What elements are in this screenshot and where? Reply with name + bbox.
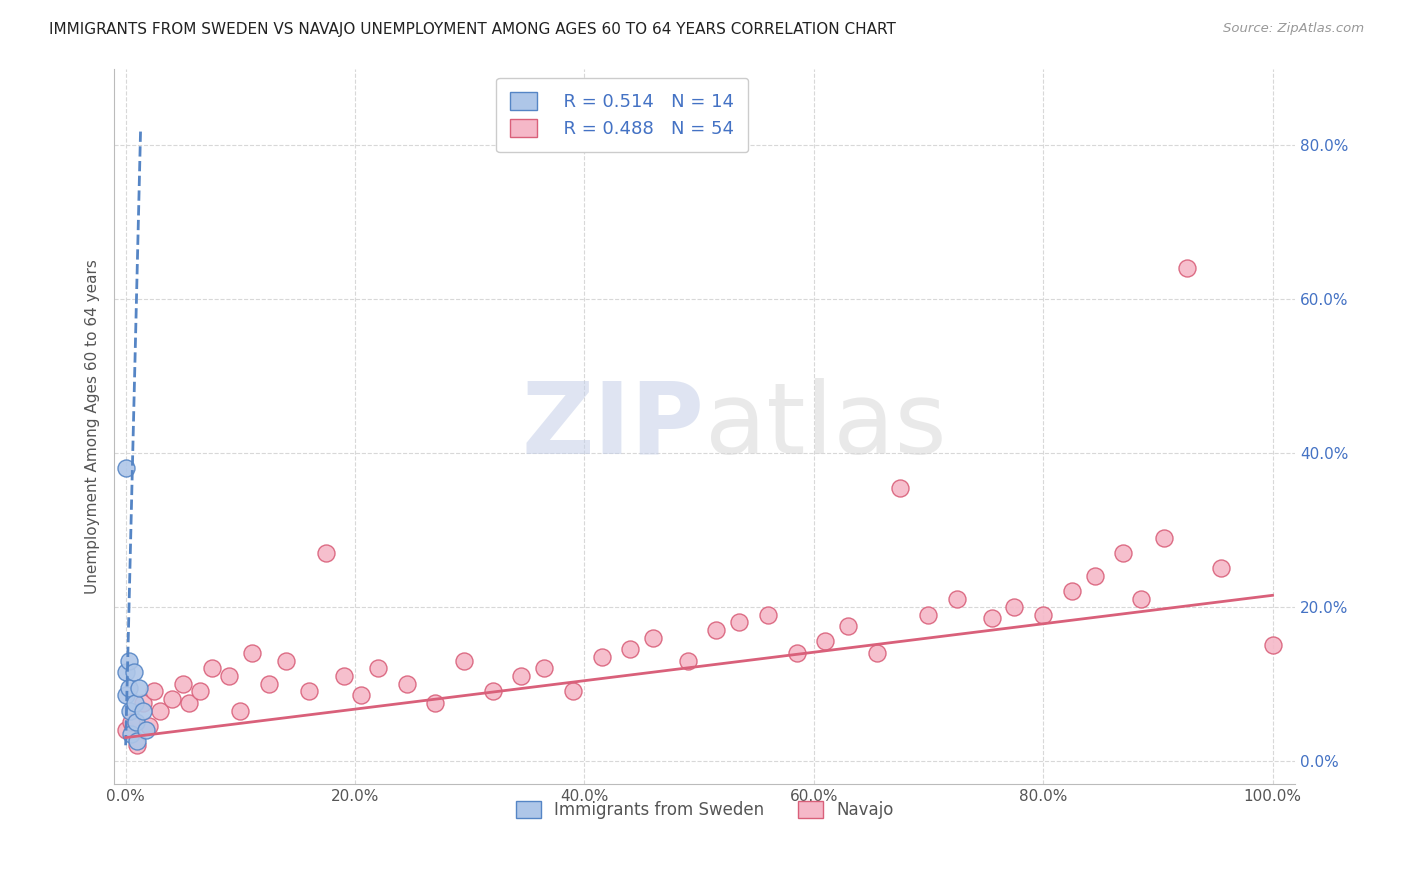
Point <box>561 684 583 698</box>
Point <box>1112 546 1135 560</box>
Point <box>510 669 533 683</box>
Point <box>114 665 136 680</box>
Point <box>118 681 141 695</box>
Point <box>138 719 160 733</box>
Point <box>367 661 389 675</box>
Point <box>814 634 837 648</box>
Point <box>619 642 641 657</box>
Y-axis label: Unemployment Among Ages 60 to 64 years: Unemployment Among Ages 60 to 64 years <box>86 259 100 593</box>
Text: IMMIGRANTS FROM SWEDEN VS NAVAJO UNEMPLOYMENT AMONG AGES 60 TO 64 YEARS CORRELAT: IMMIGRANTS FROM SWEDEN VS NAVAJO UNEMPLO… <box>49 22 896 37</box>
Point <box>533 661 555 675</box>
Point <box>132 704 155 718</box>
Point <box>889 481 911 495</box>
Point <box>704 623 727 637</box>
Point <box>332 669 354 683</box>
Point <box>866 646 889 660</box>
Point <box>132 696 155 710</box>
Point <box>980 611 1002 625</box>
Point <box>676 654 699 668</box>
Point <box>756 607 779 622</box>
Point <box>218 669 240 683</box>
Point <box>917 607 939 622</box>
Point <box>276 654 298 668</box>
Point <box>837 619 859 633</box>
Point <box>786 646 808 660</box>
Point <box>114 461 136 475</box>
Point <box>481 684 503 698</box>
Point <box>728 615 751 630</box>
Legend: Immigrants from Sweden, Navajo: Immigrants from Sweden, Navajo <box>509 794 900 825</box>
Point <box>135 723 157 737</box>
Point <box>946 592 969 607</box>
Point <box>395 677 418 691</box>
Point <box>124 696 146 710</box>
Point <box>1153 531 1175 545</box>
Point <box>143 684 166 698</box>
Text: ZIP: ZIP <box>522 377 704 475</box>
Point <box>114 688 136 702</box>
Point <box>1004 599 1026 614</box>
Point <box>1261 638 1284 652</box>
Point <box>127 739 149 753</box>
Point <box>1084 569 1107 583</box>
Point <box>1129 592 1152 607</box>
Point <box>1209 561 1232 575</box>
Point <box>127 734 149 748</box>
Text: atlas: atlas <box>704 377 946 475</box>
Point <box>118 654 141 668</box>
Point <box>1032 607 1054 622</box>
Point <box>453 654 475 668</box>
Point <box>350 688 373 702</box>
Point <box>114 723 136 737</box>
Point <box>120 704 142 718</box>
Point <box>257 677 280 691</box>
Point <box>201 661 224 675</box>
Point <box>125 715 148 730</box>
Point <box>643 631 665 645</box>
Point <box>1175 261 1198 276</box>
Point <box>172 677 194 691</box>
Point <box>120 715 142 730</box>
Point <box>149 704 172 718</box>
Point <box>425 696 447 710</box>
Point <box>1060 584 1083 599</box>
Point <box>160 692 183 706</box>
Point <box>128 681 150 695</box>
Point <box>298 684 321 698</box>
Point <box>122 665 145 680</box>
Point <box>240 646 263 660</box>
Point <box>188 684 211 698</box>
Point <box>315 546 337 560</box>
Text: Source: ZipAtlas.com: Source: ZipAtlas.com <box>1223 22 1364 36</box>
Point <box>177 696 200 710</box>
Point <box>229 704 252 718</box>
Point <box>120 727 142 741</box>
Point <box>591 649 613 664</box>
